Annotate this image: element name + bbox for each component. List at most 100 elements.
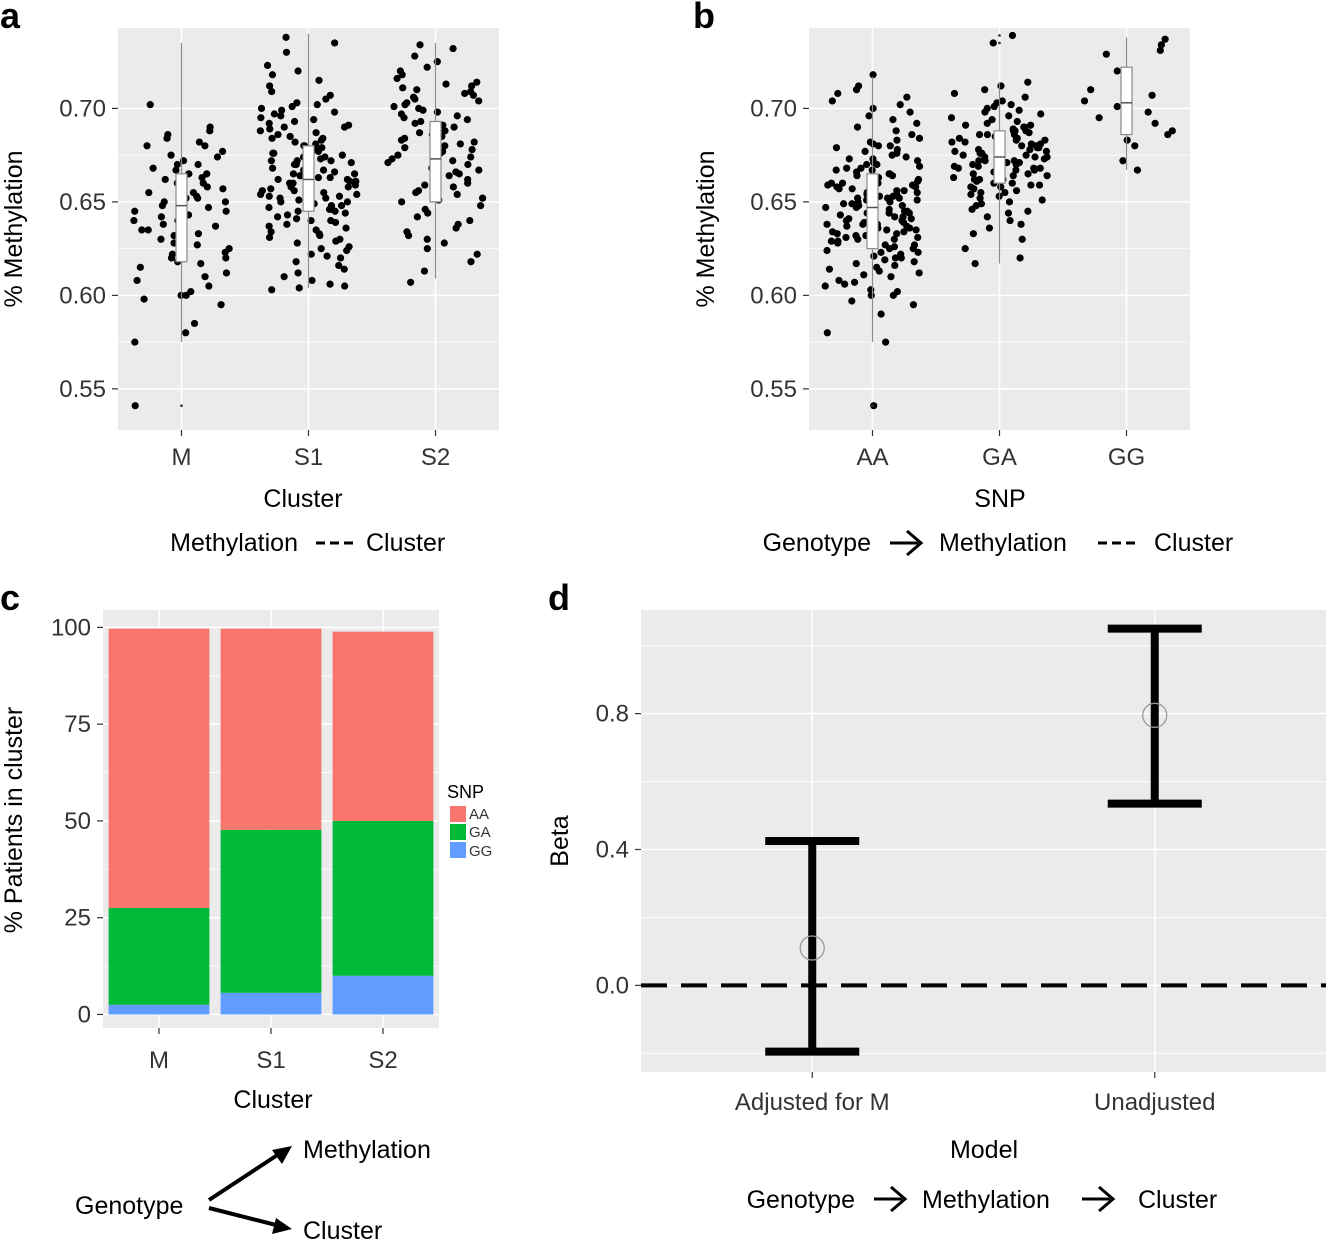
data-point [295, 196, 303, 204]
data-point [881, 241, 889, 249]
data-point [173, 160, 181, 169]
panel-b-caption-mid: Methylation [939, 529, 1067, 557]
data-point [948, 138, 956, 146]
data-point [1026, 121, 1035, 129]
panel-b-caption-left: Genotype [763, 529, 871, 557]
data-point [441, 142, 449, 150]
data-point [449, 157, 457, 165]
data-point [886, 142, 894, 150]
data-point [168, 250, 177, 258]
data-point [330, 108, 339, 116]
data-point [464, 160, 472, 169]
data-point [915, 269, 923, 277]
panel-d-caption: Genotype Methylation Cluster [747, 1185, 1217, 1214]
data-point [344, 121, 353, 129]
data-point [981, 86, 989, 94]
data-point [475, 166, 483, 174]
data-point [971, 259, 979, 268]
data-point [897, 250, 905, 258]
data-point [893, 288, 901, 296]
data-point [887, 273, 895, 281]
data-point [1030, 164, 1038, 172]
data-point [1024, 207, 1032, 215]
legend-swatch-ga [450, 824, 466, 840]
legend-label-aa: AA [469, 806, 489, 823]
legend-label-gg: GG [469, 843, 492, 860]
data-point [473, 78, 481, 86]
data-point [307, 250, 315, 258]
data-point [398, 198, 406, 206]
data-point [825, 265, 834, 273]
data-point [877, 310, 885, 318]
data-point [910, 258, 918, 266]
data-point [313, 101, 321, 109]
data-point [1008, 179, 1016, 187]
data-point [997, 183, 1005, 191]
panel-c-y-title: % Patients in cluster [0, 707, 28, 934]
data-point [204, 203, 213, 212]
data-point [914, 175, 923, 184]
data-point [1009, 172, 1017, 180]
data-point [915, 134, 924, 142]
data-point [130, 216, 138, 225]
data-point [998, 97, 1006, 105]
data-point [283, 211, 292, 219]
data-point [206, 123, 214, 131]
data-point [833, 183, 841, 191]
bar-segment-ga [220, 829, 322, 993]
data-point [890, 235, 898, 243]
data-point [906, 108, 914, 116]
data-point [450, 123, 458, 131]
x-tick-label: Adjusted for M [735, 1089, 890, 1116]
data-point [456, 140, 464, 148]
x-tick-label: S2 [421, 444, 450, 471]
data-point [276, 194, 284, 202]
data-point [217, 301, 225, 309]
data-point [845, 215, 853, 223]
legend-label-ga: GA [469, 824, 491, 841]
data-point [417, 117, 425, 126]
box-outlier [871, 404, 874, 407]
data-point [461, 89, 469, 98]
data-point [881, 256, 889, 264]
data-point [912, 226, 920, 234]
data-point [1144, 108, 1152, 116]
data-point [282, 33, 290, 41]
data-point [190, 319, 199, 328]
data-point [466, 216, 474, 225]
y-tick-label: 0.55 [750, 376, 797, 403]
data-point [296, 172, 304, 180]
data-point [319, 134, 327, 142]
data-point [131, 402, 139, 410]
data-point [164, 130, 172, 139]
data-point [421, 205, 429, 213]
bar-segment-gg [108, 1004, 210, 1015]
data-point [997, 82, 1005, 90]
data-point [902, 153, 910, 161]
panel-c-caption-target-bottom: Cluster [303, 1217, 382, 1241]
data-point [910, 241, 919, 249]
data-point [257, 104, 266, 112]
y-tick-label: 0.55 [59, 376, 106, 403]
data-point [1008, 31, 1017, 40]
bar-segment-aa [332, 631, 434, 821]
data-point [869, 71, 877, 79]
beta-estimate-point [1142, 702, 1168, 728]
data-point [983, 130, 992, 139]
data-point [292, 215, 301, 223]
data-point [131, 207, 139, 215]
data-point [823, 246, 831, 255]
data-point [890, 243, 899, 251]
data-point [838, 179, 847, 187]
data-point [441, 127, 449, 135]
y-tick-label: 0.70 [750, 95, 797, 122]
y-tick-label: 0.70 [59, 95, 106, 122]
data-point [823, 329, 831, 337]
data-point [258, 187, 266, 195]
data-point [1018, 235, 1026, 243]
data-point [269, 149, 277, 157]
data-point [893, 187, 901, 195]
data-point [312, 226, 320, 234]
data-point [211, 222, 220, 230]
y-tick-label: 75 [64, 711, 91, 738]
